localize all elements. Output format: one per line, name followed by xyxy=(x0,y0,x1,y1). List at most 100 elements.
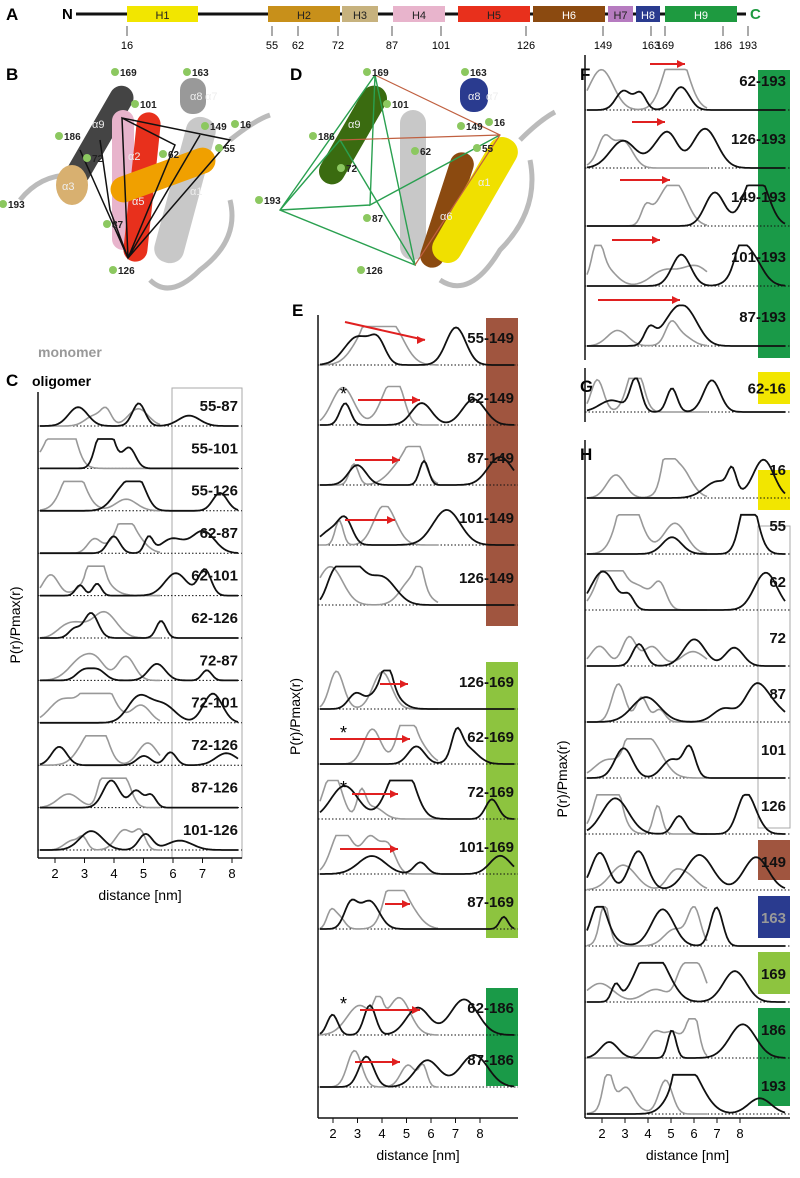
helix-label: α7 xyxy=(486,91,498,103)
distance-curve xyxy=(320,455,515,486)
residue-dot xyxy=(473,144,481,152)
x-tick-label: 5 xyxy=(140,866,147,881)
pair-label: 16 xyxy=(769,462,786,479)
distance-curve xyxy=(320,1053,515,1088)
residue-label: 126 xyxy=(366,266,383,277)
distance-curve xyxy=(586,793,785,835)
pair-label: 101-169 xyxy=(459,839,514,856)
x-tick-label: 5 xyxy=(403,1126,410,1141)
pair-label: 126 xyxy=(761,798,786,815)
residue-dot xyxy=(131,100,139,108)
residue-label: 55 xyxy=(224,144,236,155)
pair-label: 193 xyxy=(761,1078,786,1095)
residue-label: 193 xyxy=(739,40,757,52)
distance-curve xyxy=(587,244,786,287)
residue-dot xyxy=(109,266,117,274)
y-axis-label: P(r)/Pmax(r) xyxy=(554,741,570,818)
residue-label: 62 xyxy=(292,40,304,52)
distance-curve xyxy=(586,1023,786,1059)
asterisk: * xyxy=(340,994,347,1014)
panel-label: H xyxy=(580,445,592,464)
panel-label: D xyxy=(290,65,302,84)
helix-label: α1 xyxy=(478,177,490,189)
residue-label: 186 xyxy=(714,40,732,52)
distance-curve xyxy=(587,86,785,111)
x-tick-label: 8 xyxy=(736,1126,743,1141)
residue-label: 72 xyxy=(92,154,104,165)
arrow-head xyxy=(392,1058,400,1066)
residue-label: 193 xyxy=(8,200,25,211)
pair-label: 62-16 xyxy=(748,381,786,398)
x-axis-label: distance [nm] xyxy=(376,1147,459,1163)
panel-label: B xyxy=(6,65,18,84)
legend-oligomer: oligomer xyxy=(32,373,92,389)
distance-curve xyxy=(320,505,438,546)
x-tick-label: 2 xyxy=(51,866,58,881)
residue-label: 163 xyxy=(642,40,660,52)
residue-label: 87 xyxy=(386,40,398,52)
helix-label: H7 xyxy=(613,10,627,22)
color-box xyxy=(758,70,790,358)
distance-curve xyxy=(40,612,238,639)
residue-label: 169 xyxy=(120,68,137,79)
residue-label: 72 xyxy=(346,164,358,175)
residue-label: 87 xyxy=(112,220,124,231)
distance-curve xyxy=(586,905,708,947)
distance-curve xyxy=(40,828,160,851)
distance-curve xyxy=(319,995,438,1036)
residue-dot xyxy=(485,118,493,126)
distance-curve xyxy=(587,304,785,347)
pair-label: 87-169 xyxy=(467,894,514,911)
pair-label: 149-193 xyxy=(731,189,786,206)
residue-label: 149 xyxy=(594,40,612,52)
x-tick-label: 7 xyxy=(452,1126,459,1141)
arrow-head xyxy=(412,1006,420,1014)
residue-label: 149 xyxy=(466,122,483,133)
residue-label: 55 xyxy=(482,144,494,155)
residue-label: 16 xyxy=(494,118,506,129)
residue-dot xyxy=(231,120,239,128)
arrow-head xyxy=(662,176,670,184)
x-tick-label: 5 xyxy=(667,1126,674,1141)
distance-curve xyxy=(586,962,708,1000)
color-box xyxy=(758,372,790,404)
distance-curve xyxy=(586,68,708,111)
residue-dot xyxy=(103,220,111,228)
arrow-head xyxy=(677,60,685,68)
residue-dot xyxy=(383,100,391,108)
arrow-head xyxy=(390,790,398,798)
pair-label: 87 xyxy=(769,686,786,703)
pair-label: 126-169 xyxy=(459,674,514,691)
helix-label: α8 xyxy=(190,91,202,103)
helix xyxy=(127,6,198,22)
y-axis-label: P(r)/Pmax(r) xyxy=(287,678,303,755)
x-tick-label: 4 xyxy=(110,866,117,881)
arrow-head xyxy=(412,396,420,404)
distance-curve xyxy=(320,1049,439,1088)
distance-curve xyxy=(319,326,514,366)
residue-dot xyxy=(201,122,209,130)
pair-label: 62-101 xyxy=(191,568,238,585)
x-axis-label: distance [nm] xyxy=(646,1147,729,1163)
residue-dot xyxy=(363,214,371,222)
residue-label: 126 xyxy=(517,40,535,52)
structure-d: D xyxy=(278,65,557,289)
distance-curve xyxy=(40,529,239,555)
distance-curve xyxy=(587,458,786,499)
residue-label: 169 xyxy=(372,68,389,79)
distance-curve xyxy=(586,635,708,663)
arrow-head xyxy=(387,516,395,524)
pair-label: 87-126 xyxy=(191,780,238,797)
residue-label: 62 xyxy=(168,150,180,161)
distance-curve xyxy=(587,1018,708,1059)
residue-dot xyxy=(357,266,365,274)
helix xyxy=(608,6,633,22)
distance-curve xyxy=(40,480,239,512)
helix-label: α5 xyxy=(132,196,144,208)
color-box xyxy=(757,525,791,829)
distance-curve xyxy=(39,745,239,767)
helix-label: α6 xyxy=(440,211,452,223)
residue-dot xyxy=(215,144,223,152)
distance-curve xyxy=(39,565,160,597)
x-axis-label: distance [nm] xyxy=(98,887,181,903)
